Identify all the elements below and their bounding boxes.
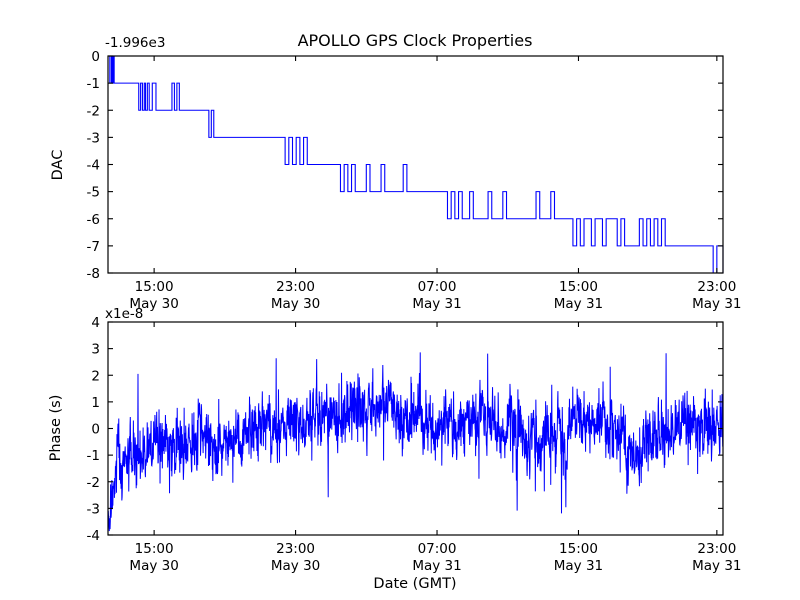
dac-panel: APOLLO GPS Clock Properties -1.996e3 0 -1… <box>50 31 742 312</box>
x-tick-label: May 31 <box>412 296 461 312</box>
y-tick-label: 0 <box>91 422 100 438</box>
y-tick-label: -8 <box>87 266 100 282</box>
y-tick-label: 4 <box>91 315 100 331</box>
x-tick-label: May 30 <box>129 296 178 312</box>
x-tick-label: May 30 <box>271 558 320 574</box>
x-tick-label: May 31 <box>692 296 741 312</box>
x-tick-label: 23:00 <box>276 541 315 557</box>
y-tick-label: -4 <box>87 528 100 544</box>
y-tick-label: -1 <box>87 76 100 92</box>
dac-y-offset-label: -1.996e3 <box>105 35 165 51</box>
y-tick-label: -7 <box>87 239 100 255</box>
x-tick-label: May 30 <box>271 296 320 312</box>
dac-step-trace <box>108 55 724 274</box>
x-tick-label: 15:00 <box>559 279 598 295</box>
x-tick-label: 15:00 <box>135 279 174 295</box>
y-tick-label: 1 <box>91 395 100 411</box>
x-tick-label: 07:00 <box>418 279 457 295</box>
dac-series-line <box>108 55 724 274</box>
x-tick-label: 15:00 <box>559 541 598 557</box>
y-tick-label: -2 <box>87 475 100 491</box>
phase-series-line <box>107 352 724 532</box>
x-tick-label: 23:00 <box>697 279 736 295</box>
page-title: APOLLO GPS Clock Properties <box>298 31 533 50</box>
x-tick-label: May 30 <box>129 558 178 574</box>
y-tick-label: -3 <box>87 130 100 146</box>
phase-y-offset-label: x1e-8 <box>105 306 143 322</box>
y-tick-label: -3 <box>87 501 100 517</box>
y-tick-label: -1 <box>87 448 100 464</box>
x-tick-label: May 31 <box>692 558 741 574</box>
y-tick-label: -4 <box>87 158 100 174</box>
y-tick-label: -2 <box>87 103 100 119</box>
x-tick-label: May 31 <box>412 558 461 574</box>
y-tick-label: 0 <box>91 49 100 65</box>
x-tick-label: 23:00 <box>697 541 736 557</box>
x-tick-label: 07:00 <box>418 541 457 557</box>
y-tick-label: -5 <box>87 185 100 201</box>
phase-noise-trace <box>107 352 724 532</box>
dac-y-axis-label: DAC <box>50 150 66 181</box>
x-tick-label: 23:00 <box>276 279 315 295</box>
y-tick-label: -6 <box>87 212 100 228</box>
y-tick-label: 2 <box>91 368 100 384</box>
dac-y-axis-ticks: 0 -1 -2 -3 -4 -5 -6 -7 -8 <box>87 49 723 282</box>
x-tick-label: May 31 <box>554 296 603 312</box>
x-tick-label: May 31 <box>554 558 603 574</box>
x-tick-label: 15:00 <box>135 541 174 557</box>
phase-x-axis-label: Date (GMT) <box>373 576 456 592</box>
y-tick-label: 3 <box>91 342 100 358</box>
phase-y-axis-ticks: 4 3 2 1 0 -1 -2 -3 -4 <box>87 315 723 544</box>
phase-y-axis-label: Phase (s) <box>48 395 64 462</box>
